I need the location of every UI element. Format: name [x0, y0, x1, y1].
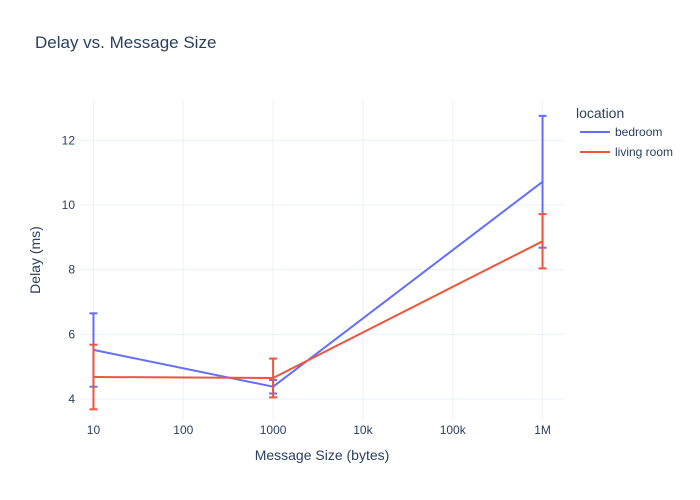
series-lines	[93, 181, 544, 388]
legend-label: bedroom	[615, 125, 662, 139]
y-tick-label: 8	[68, 263, 75, 277]
y-tick-label: 6	[68, 327, 75, 341]
y-tick-label: 10	[62, 198, 76, 212]
grid	[80, 100, 565, 420]
x-tick-label: 10	[87, 423, 101, 437]
chart-title: Delay vs. Message Size	[35, 33, 217, 52]
y-axis-title: Delay (ms)	[27, 226, 43, 294]
y-tick-label: 12	[62, 133, 76, 147]
y-axis-ticks: 4 6 8 10 12	[62, 133, 76, 406]
legend-title: location	[576, 105, 624, 121]
x-axis-title: Message Size (bytes)	[255, 447, 390, 463]
legend[interactable]: location bedroom living room	[576, 105, 673, 159]
x-tick-label: 1000	[260, 423, 287, 437]
error-bars	[89, 114, 547, 411]
series-line-living-room	[93, 240, 543, 379]
x-tick-label: 100	[173, 423, 193, 437]
y-tick-label: 4	[68, 392, 75, 406]
x-tick-label: 1M	[534, 423, 551, 437]
x-tick-label: 10k	[353, 423, 373, 437]
x-axis-ticks: 10 100 1000 10k 100k 1M	[87, 423, 551, 437]
legend-label: living room	[615, 145, 673, 159]
x-tick-label: 100k	[440, 423, 467, 437]
